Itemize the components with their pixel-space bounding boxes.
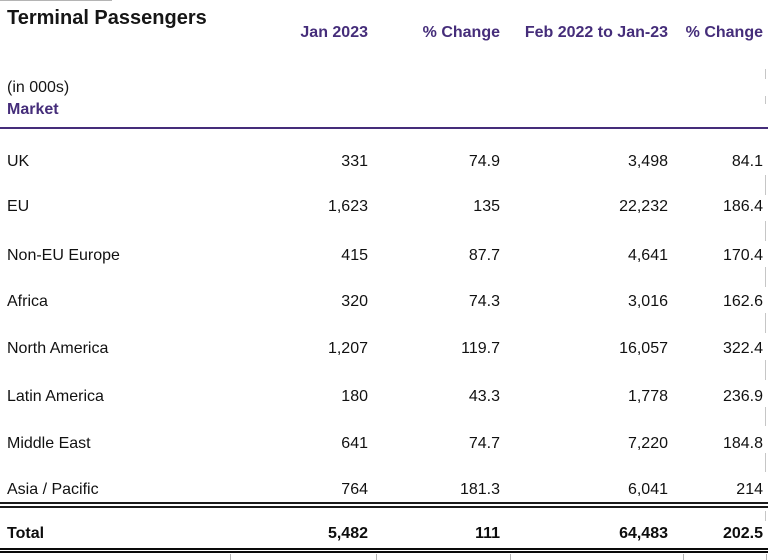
feb22-jan23-cell: 7,220 (627, 435, 668, 452)
pct-change-1-cell: 135 (473, 198, 500, 215)
pct-change-1-cell: 111 (475, 525, 500, 542)
market-cell: Middle East (7, 435, 91, 452)
pct-change-1-cell: 119.7 (461, 340, 500, 357)
unit-note: (in 000s) (7, 79, 70, 96)
market-column-header: Market (7, 101, 59, 118)
gridline-artifact (765, 511, 766, 521)
pct-change-2-cell: 202.5 (722, 525, 763, 542)
pct-change-2-cell: 322.4 (722, 340, 763, 357)
pct-change-2-cell: 84.1 (731, 153, 763, 170)
feb22-jan23-cell: 1,778 (627, 388, 668, 405)
gridline-artifact (376, 554, 377, 560)
table-row: Africa 320 74.3 3,016 162.6 (0, 292, 763, 312)
pct-change-2-cell: 236.9 (722, 388, 763, 405)
market-cell: Non-EU Europe (7, 247, 120, 264)
table-row: North America 1,207 119.7 16,057 322.4 (0, 339, 763, 359)
column-header-pct-change-1: % Change (422, 24, 500, 41)
market-header-spacer (0, 23, 230, 43)
column-header-feb22-jan23: Feb 2022 to Jan-23 (524, 24, 668, 41)
jan-2023-cell: 764 (341, 481, 368, 498)
jan-2023-cell: 1,207 (327, 340, 368, 357)
feb22-jan23-cell: 3,016 (627, 293, 668, 310)
gridline-artifact (765, 313, 766, 333)
pct-change-2-cell: 184.8 (722, 435, 763, 452)
gridline-artifact (683, 554, 684, 560)
gridline-artifact-top-left (0, 0, 112, 1)
feb22-jan23-cell: 4,641 (627, 247, 668, 264)
gridline-artifact (765, 360, 766, 380)
pct-change-2-cell: 162.6 (722, 293, 763, 310)
table-row: Asia / Pacific 764 181.3 6,041 214 (0, 480, 763, 500)
market-cell: Latin America (7, 388, 104, 405)
table-total-row: Total 5,482 111 64,483 202.5 (0, 524, 763, 544)
jan-2023-cell: 415 (341, 247, 368, 264)
gridline-artifact (765, 221, 766, 241)
feb22-jan23-cell: 22,232 (619, 198, 668, 215)
gridline-artifact (766, 554, 767, 560)
feb22-jan23-cell: 3,498 (627, 153, 668, 170)
jan-2023-cell: 5,482 (327, 525, 368, 542)
pct-change-1-cell: 74.3 (468, 293, 500, 310)
market-cell: UK (7, 153, 30, 170)
pct-change-2-cell: 186.4 (722, 198, 763, 215)
pct-change-2-cell: 214 (736, 481, 763, 498)
pct-change-1-cell: 74.7 (468, 435, 500, 452)
table-row: Latin America 180 43.3 1,778 236.9 (0, 387, 763, 407)
market-cell: Total (7, 525, 45, 542)
bottom-rule-top (0, 548, 768, 550)
gridline-artifact (765, 96, 766, 104)
gridline-artifact (765, 175, 766, 195)
market-cell: EU (7, 198, 30, 215)
jan-2023-cell: 331 (341, 153, 368, 170)
total-divider-rule-top (0, 502, 768, 504)
table-row: EU 1,623 135 22,232 186.4 (0, 197, 763, 217)
gridline-artifact (765, 267, 766, 287)
table-header-row: Jan 2023 % Change Feb 2022 to Jan-23 % C… (0, 23, 763, 43)
pct-change-1-cell: 74.9 (468, 153, 500, 170)
page-title: Terminal Passengers (7, 7, 207, 29)
pct-change-1-cell: 43.3 (468, 388, 500, 405)
gridline-artifact (765, 407, 766, 426)
table-row: UK 331 74.9 3,498 84.1 (0, 152, 763, 172)
jan-2023-cell: 641 (341, 435, 368, 452)
jan-2023-cell: 1,623 (327, 198, 368, 215)
feb22-jan23-cell: 16,057 (619, 340, 668, 357)
total-divider-rule-bottom (0, 506, 768, 508)
jan-2023-cell: 320 (341, 293, 368, 310)
feb22-jan23-cell: 6,041 (627, 481, 668, 498)
pct-change-1-cell: 181.3 (459, 481, 500, 498)
market-cell: North America (7, 340, 109, 357)
gridline-artifact (765, 69, 766, 79)
gridline-artifact (765, 453, 766, 472)
jan-2023-cell: 180 (341, 388, 368, 405)
table-row: Non-EU Europe 415 87.7 4,641 170.4 (0, 246, 763, 266)
gridline-artifact (230, 554, 231, 560)
bottom-rule-bottom (0, 551, 768, 553)
column-header-pct-change-2: % Change (685, 24, 763, 41)
gridline-artifact (510, 554, 511, 560)
pct-change-1-cell: 87.7 (468, 247, 500, 264)
header-divider-rule (0, 127, 768, 129)
feb22-jan23-cell: 64,483 (619, 525, 668, 542)
pct-change-2-cell: 170.4 (722, 247, 763, 264)
market-cell: Asia / Pacific (7, 481, 99, 498)
market-cell: Africa (7, 293, 48, 310)
table-row: Middle East 641 74.7 7,220 184.8 (0, 434, 763, 454)
column-header-jan-2023: Jan 2023 (300, 24, 368, 41)
